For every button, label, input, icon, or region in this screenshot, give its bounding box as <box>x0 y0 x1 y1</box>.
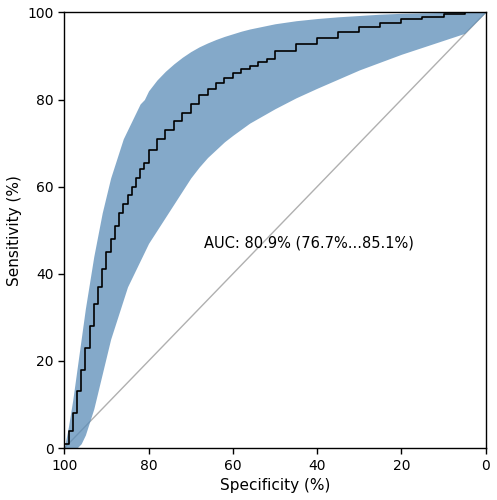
Y-axis label: Sensitivity (%): Sensitivity (%) <box>7 175 22 286</box>
Text: AUC: 80.9% (76.7%...85.1%): AUC: 80.9% (76.7%...85.1%) <box>204 236 414 251</box>
X-axis label: Specificity (%): Specificity (%) <box>220 478 330 493</box>
